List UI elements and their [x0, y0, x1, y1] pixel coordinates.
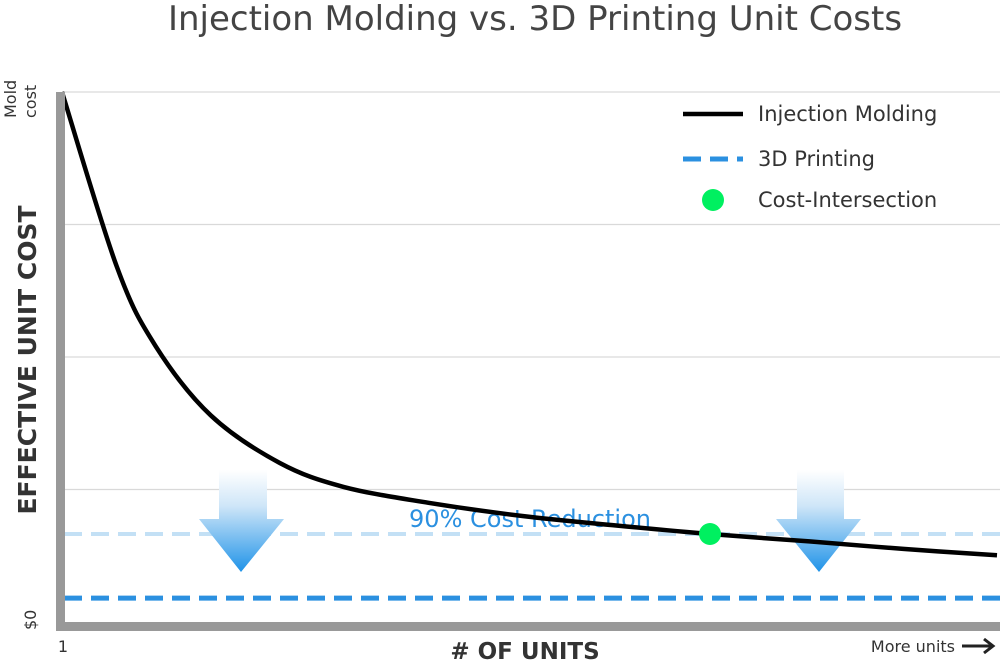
y-axis-title: EFFECTIVE UNIT COST	[13, 205, 42, 514]
series-injection-molding-line	[59, 91, 998, 558]
legend: Injection Molding 3D Printing Cost-Inter…	[683, 102, 937, 212]
legend-label-3d-printing: 3D Printing	[758, 147, 875, 171]
x-end-label: More units	[871, 637, 955, 656]
y-axis	[56, 92, 65, 631]
legend-swatch-cost-intersection	[702, 189, 724, 211]
cost-intersection-point	[699, 523, 722, 546]
chart-title: Injection Molding vs. 3D Printing Unit C…	[168, 0, 902, 39]
y-top-label-line2: cost	[21, 85, 40, 118]
y-top-label-line1: Mold	[1, 80, 20, 118]
legend-label-injection-molding: Injection Molding	[758, 102, 937, 126]
arrow-right-icon	[962, 637, 996, 655]
x-axis	[56, 622, 1000, 631]
legend-label-cost-intersection: Cost-Intersection	[758, 188, 937, 212]
down-arrow-left	[199, 470, 284, 572]
down-arrow-right	[776, 470, 861, 572]
y-bottom-label: $0	[21, 610, 40, 630]
x-start-label: 1	[58, 637, 68, 656]
x-axis-title: # OF UNITS	[450, 639, 599, 662]
